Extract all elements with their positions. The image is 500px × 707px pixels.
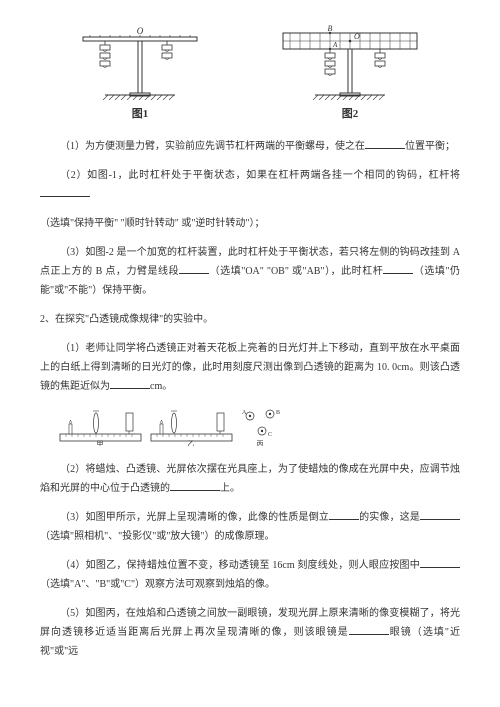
blank [40, 187, 90, 197]
blank [110, 379, 150, 389]
blank [365, 139, 405, 149]
lever-figure-2: O B A [275, 25, 425, 100]
svg-text:丙: 丙 [257, 440, 264, 446]
q2-p3-a: （3）如图甲所示，光屏上呈现清晰的像，此像的性质是倒立 [60, 512, 329, 523]
q2-p4-a: （4）如图乙，保持蜡烛位置不变，移动透镜至 16cm 刻度线处，则人眼应按图中 [60, 560, 420, 571]
label-O2: O [354, 32, 360, 41]
q2-p5: （5）如图丙，在烛焰和凸透镜之间放一副眼镜，发现光屏上原来清晰的像变模糊了，将光… [40, 604, 460, 661]
optics-bench-2: 乙 [149, 406, 234, 446]
q1-p2-b: （选填"保持平衡" "顺时针转动" 或"逆时针转动"）； [40, 218, 265, 229]
q2-p1-a: （1）老师让同学将凸透镜正对着天花板上亮着的日光灯并上下移动，直到平放在水平桌面… [40, 343, 460, 392]
figure-1-block: O 图1 [75, 25, 205, 125]
figure-1-label: 图1 [132, 104, 149, 125]
q1-p2b: （选填"保持平衡" "顺时针转动" 或"逆时针转动"）； [40, 214, 460, 233]
lever-figure-1: O [75, 25, 205, 100]
figure-2-label: 图2 [342, 104, 359, 125]
blank [349, 625, 389, 635]
q1-p3-b: （选填"OA" "OB" 或"AB"），此时杠杆 [209, 266, 383, 277]
q2-p3-b: 的实像，这是 [359, 512, 420, 523]
optics-eye-methods: A B C 丙 [240, 406, 285, 446]
q1-p1: （1）为方便测量力臂，实验前应先调节杠杆两端的平衡螺母，使之在 位置平衡； [40, 137, 460, 156]
q2-head: 2、在探究"凸透镜成像规律"的实验中。 [40, 310, 460, 329]
optics-figures-row: 甲 乙 A B C 丙 [58, 406, 460, 446]
q2-p4: （4）如图乙，保持蜡烛位置不变，移动透镜至 16cm 刻度线处，则人眼应按图中 （… [40, 556, 460, 594]
q2-p2-a: （2）将蜡烛、凸透镜、光屏依次摆在光具座上，为了使蜡烛的像成在光屏中央，应调节烛… [40, 464, 460, 494]
q2-p3: （3）如图甲所示，光屏上呈现清晰的像，此像的性质是倒立 的实像，这是 （选填"照相机… [40, 508, 460, 546]
q2-p1: （1）老师让同学将凸透镜正对着天花板上亮着的日光灯并上下移动，直到平放在水平桌面… [40, 339, 460, 396]
q2-p1-b: cm。 [150, 381, 172, 392]
q1-p2: （2）如图-1，此时杠杆处于平衡状态，如果在杠杆两端各挂一个相同的钩码，杠杆将 [40, 166, 460, 204]
optics-bench-1: 甲 [58, 406, 143, 446]
blank [329, 510, 359, 520]
svg-text:C: C [268, 432, 272, 438]
blank [179, 264, 209, 274]
q1-p3: （3）如图-2 是一个加宽的杠杆装置，此时杠杆处于平衡状态，若只将左侧的钩码改挂… [40, 243, 460, 300]
q2-p4-b: （选填"A"、"B"或"C"）观察方法可观察到烛焰的像。 [40, 579, 275, 590]
blank [420, 558, 460, 568]
q2-p2: （2）将蜡烛、凸透镜、光屏依次摆在光具座上，为了使蜡烛的像成在光屏中央，应调节烛… [40, 460, 460, 498]
q1-p1-a: （1）为方便测量力臂，实验前应先调节杠杆两端的平衡螺母，使之在 [60, 141, 365, 152]
label-B: B [328, 25, 333, 33]
svg-text:B: B [276, 410, 280, 416]
q1-p1-b: 位置平衡； [405, 141, 455, 152]
q2-p2-b: 上。 [220, 483, 240, 494]
blank [170, 481, 220, 491]
lever-figures-row: O 图1 [40, 25, 460, 125]
svg-text:乙: 乙 [188, 440, 195, 446]
q2-p3-c: （选填"照相机"、"投影仪"或"放大镜"）的成像原理。 [40, 531, 275, 542]
blank [383, 264, 413, 274]
q1-p2-a: （2）如图-1，此时杠杆处于平衡状态，如果在杠杆两端各挂一个相同的钩码，杠杆将 [60, 170, 460, 181]
label-A: A [332, 41, 338, 49]
figure-2-block: O B A 图2 [275, 25, 425, 125]
svg-text:A: A [242, 410, 247, 416]
blank [420, 510, 460, 520]
label-O: O [137, 26, 144, 36]
svg-text:甲: 甲 [97, 440, 104, 446]
